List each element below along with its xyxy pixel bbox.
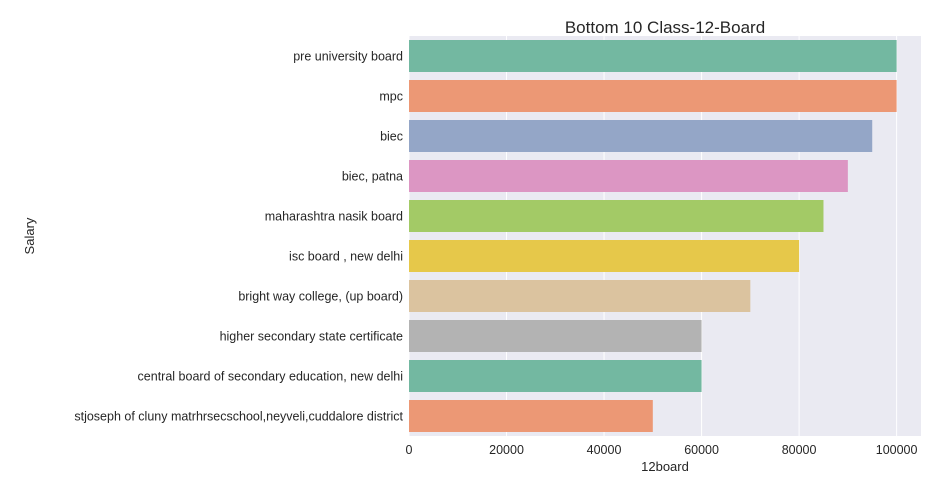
x-tick-labels: 0 20000 40000 60000 80000 100000 (406, 443, 918, 457)
x-tick-label: 80000 (782, 443, 817, 457)
x-tick-label: 40000 (587, 443, 622, 457)
bar (409, 400, 653, 432)
bar (409, 80, 897, 112)
x-tick-label: 100000 (876, 443, 918, 457)
x-tick-label: 0 (406, 443, 413, 457)
chart-title: Bottom 10 Class-12-Board (565, 18, 765, 37)
bar (409, 120, 873, 152)
category-label: maharashtra nasik board (265, 210, 403, 224)
bar (409, 280, 751, 312)
y-axis-label: Salary (22, 217, 37, 254)
category-label: stjoseph of cluny matrhrsecschool,neyvel… (74, 410, 403, 424)
bar (409, 320, 702, 352)
category-label: mpc (379, 90, 403, 104)
category-label: pre university board (293, 50, 403, 64)
x-axis-label: 12board (641, 459, 689, 474)
category-label: isc board , new delhi (289, 250, 403, 264)
bars (409, 40, 897, 432)
category-label: higher secondary state certificate (220, 330, 403, 344)
bar (409, 160, 848, 192)
x-tick-label: 20000 (489, 443, 524, 457)
bar (409, 200, 824, 232)
category-labels: pre university board mpc biec biec, patna ma… (74, 50, 403, 424)
category-label: biec (380, 130, 403, 144)
bar (409, 360, 702, 392)
category-label: central board of secondary education, ne… (138, 370, 403, 384)
bar (409, 40, 897, 72)
bar (409, 240, 800, 272)
category-label: bright way college, (up board) (238, 290, 403, 304)
category-label: biec, patna (342, 170, 403, 184)
x-tick-label: 60000 (684, 443, 719, 457)
